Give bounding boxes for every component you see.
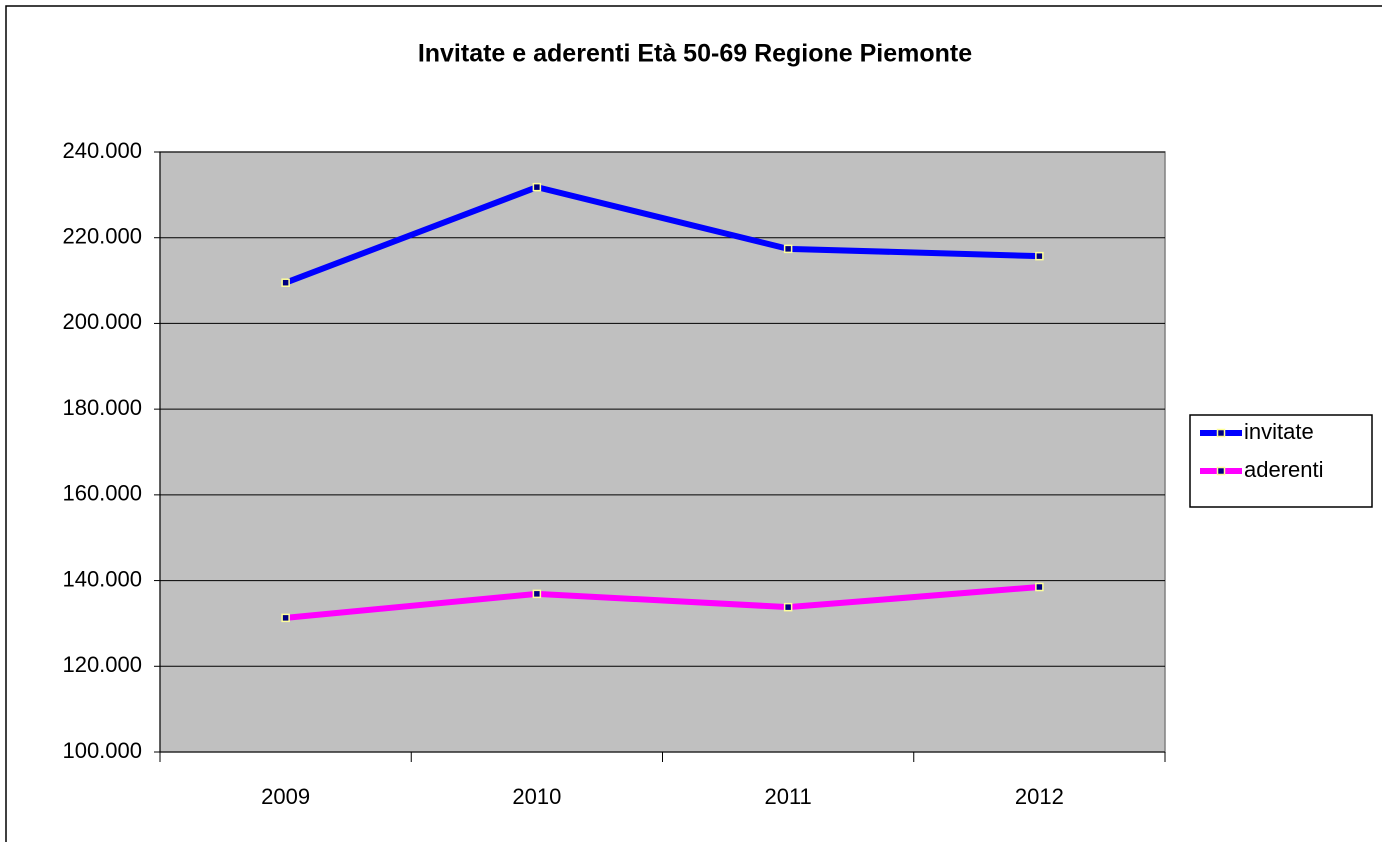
y-tick-label: 140.000 xyxy=(62,566,142,591)
chart-title: Invitate e aderenti Età 50-69 Regione Pi… xyxy=(418,40,972,68)
legend-label: aderenti xyxy=(1244,457,1324,482)
data-point xyxy=(1035,582,1044,592)
x-tick-label: 2012 xyxy=(1015,784,1064,809)
y-tick-label: 200.000 xyxy=(62,309,142,334)
data-point xyxy=(532,182,542,192)
data-point xyxy=(1035,251,1044,261)
y-tick-label: 160.000 xyxy=(62,481,142,506)
y-tick-label: 220.000 xyxy=(62,224,142,249)
legend-marker xyxy=(1216,428,1226,438)
legend-label: invitate xyxy=(1244,419,1314,444)
data-point xyxy=(783,602,793,612)
y-tick-label: 100.000 xyxy=(62,738,142,763)
legend-marker xyxy=(1216,466,1226,476)
y-tick-label: 120.000 xyxy=(62,652,142,677)
y-tick-label: 240.000 xyxy=(62,138,142,163)
plot-area xyxy=(159,151,1166,753)
series-line xyxy=(284,184,1040,286)
series-line xyxy=(285,584,1040,621)
x-tick-label: 2011 xyxy=(764,784,811,809)
data-point xyxy=(532,589,542,599)
data-point xyxy=(783,244,793,254)
data-point xyxy=(281,613,290,623)
y-tick-label: 180.000 xyxy=(62,395,142,420)
x-tick-label: 2009 xyxy=(261,784,310,809)
x-tick-label: 2010 xyxy=(512,784,561,809)
data-point xyxy=(281,278,290,287)
